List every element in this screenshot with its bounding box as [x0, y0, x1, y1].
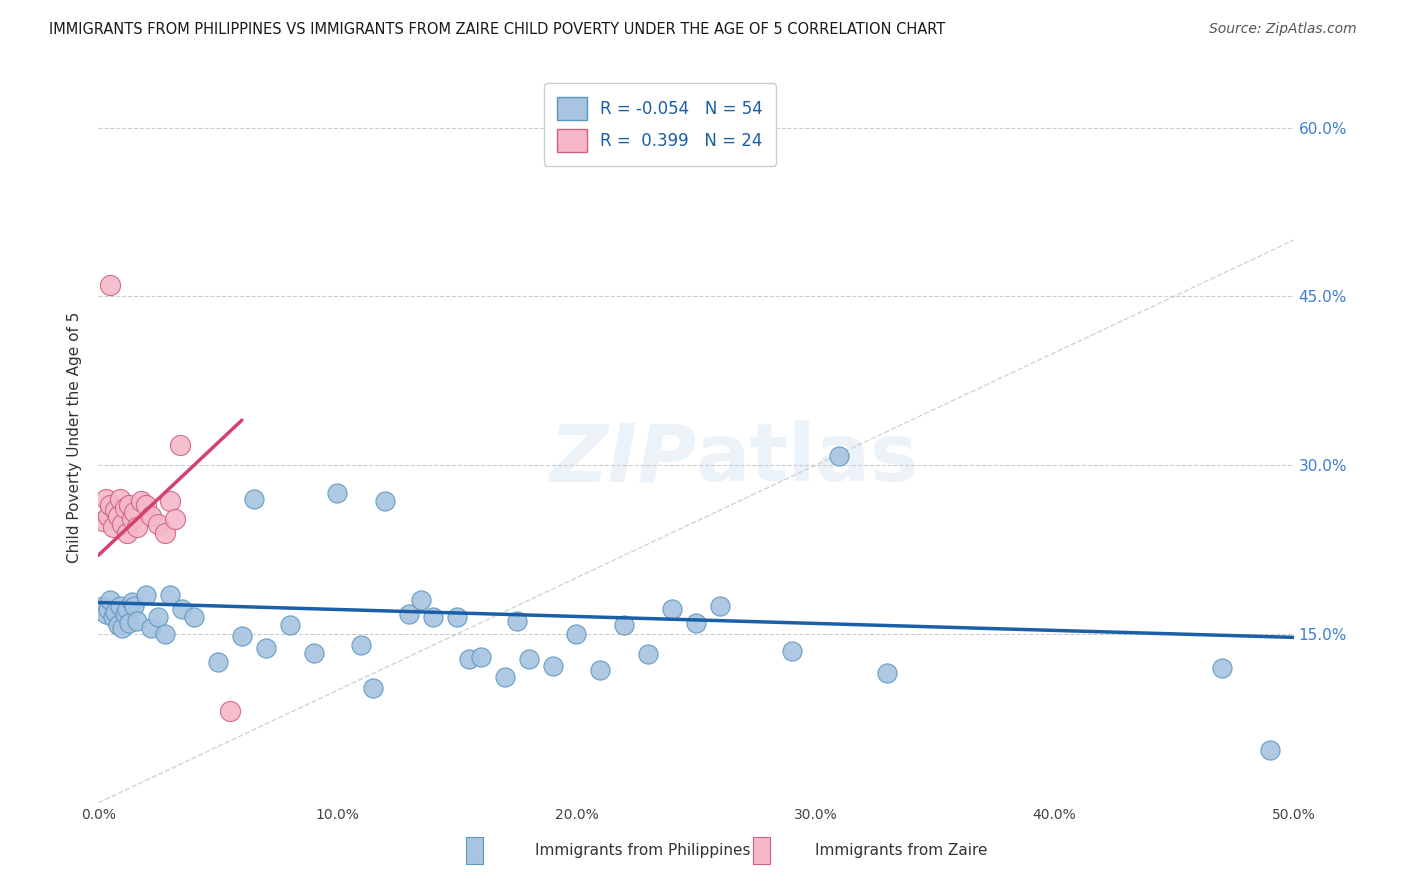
Text: ZIP: ZIP	[548, 420, 696, 498]
Point	[125, 520, 148, 534]
Legend: R = -0.054   N = 54, R =  0.399   N = 24: R = -0.054 N = 54, R = 0.399 N = 24	[544, 83, 776, 166]
Point	[411, 593, 433, 607]
Point	[565, 627, 588, 641]
Point	[121, 512, 143, 526]
Point	[363, 681, 385, 695]
Point	[876, 666, 898, 681]
Point	[111, 621, 134, 635]
Point	[207, 655, 229, 669]
Point	[121, 595, 143, 609]
Point	[98, 278, 122, 293]
Point	[97, 508, 120, 523]
Point	[1258, 743, 1281, 757]
Point	[243, 491, 266, 506]
Point	[101, 520, 124, 534]
Point	[114, 607, 136, 621]
Point	[107, 508, 129, 523]
Point	[135, 498, 157, 512]
Text: Source: ZipAtlas.com: Source: ZipAtlas.com	[1209, 22, 1357, 37]
Point	[94, 607, 117, 621]
Y-axis label: Child Poverty Under the Age of 5: Child Poverty Under the Age of 5	[67, 311, 83, 563]
Point	[219, 704, 242, 718]
Point	[91, 599, 114, 613]
Point	[398, 607, 420, 621]
Point	[470, 649, 492, 664]
Point	[374, 494, 396, 508]
Point	[589, 663, 612, 677]
Point	[159, 494, 181, 508]
Point	[118, 615, 141, 630]
Point	[506, 614, 529, 628]
Point	[94, 491, 117, 506]
Point	[278, 618, 301, 632]
Point	[139, 621, 162, 635]
Point	[148, 516, 170, 531]
Point	[104, 503, 127, 517]
Text: atlas: atlas	[696, 420, 920, 498]
Point	[446, 610, 468, 624]
Point	[541, 658, 564, 673]
Point	[326, 486, 349, 500]
Point	[155, 627, 177, 641]
Point	[139, 508, 162, 523]
Text: IMMIGRANTS FROM PHILIPPINES VS IMMIGRANTS FROM ZAIRE CHILD POVERTY UNDER THE AGE: IMMIGRANTS FROM PHILIPPINES VS IMMIGRANT…	[49, 22, 945, 37]
Point	[118, 498, 141, 512]
Point	[98, 498, 122, 512]
Point	[661, 602, 683, 616]
Point	[613, 618, 636, 632]
Point	[458, 652, 481, 666]
Point	[422, 610, 444, 624]
Point	[637, 647, 659, 661]
Point	[124, 599, 146, 613]
Point	[302, 646, 325, 660]
Point	[104, 605, 127, 619]
Point	[108, 599, 131, 613]
Point	[91, 515, 114, 529]
Point	[115, 525, 138, 540]
Point	[124, 506, 146, 520]
Point	[115, 602, 138, 616]
Point	[114, 500, 136, 515]
Point	[98, 593, 122, 607]
Point	[108, 491, 131, 506]
Point	[172, 602, 194, 616]
Text: Immigrants from Philippines: Immigrants from Philippines	[534, 843, 751, 858]
Point	[517, 652, 540, 666]
Point	[494, 670, 516, 684]
Point	[780, 644, 803, 658]
Point	[350, 638, 373, 652]
Point	[159, 588, 181, 602]
Point	[163, 512, 186, 526]
Point	[169, 438, 191, 452]
Point	[135, 588, 157, 602]
Point	[125, 614, 148, 628]
Point	[155, 525, 177, 540]
Point	[231, 629, 253, 643]
Text: Immigrants from Zaire: Immigrants from Zaire	[815, 843, 988, 858]
Point	[254, 640, 277, 655]
Point	[97, 602, 120, 616]
Point	[709, 599, 731, 613]
Point	[148, 610, 170, 624]
Point	[183, 610, 205, 624]
Point	[111, 516, 134, 531]
Point	[131, 494, 153, 508]
Point	[101, 610, 124, 624]
Point	[685, 615, 707, 630]
Point	[1211, 661, 1233, 675]
Point	[828, 449, 851, 463]
Point	[107, 618, 129, 632]
